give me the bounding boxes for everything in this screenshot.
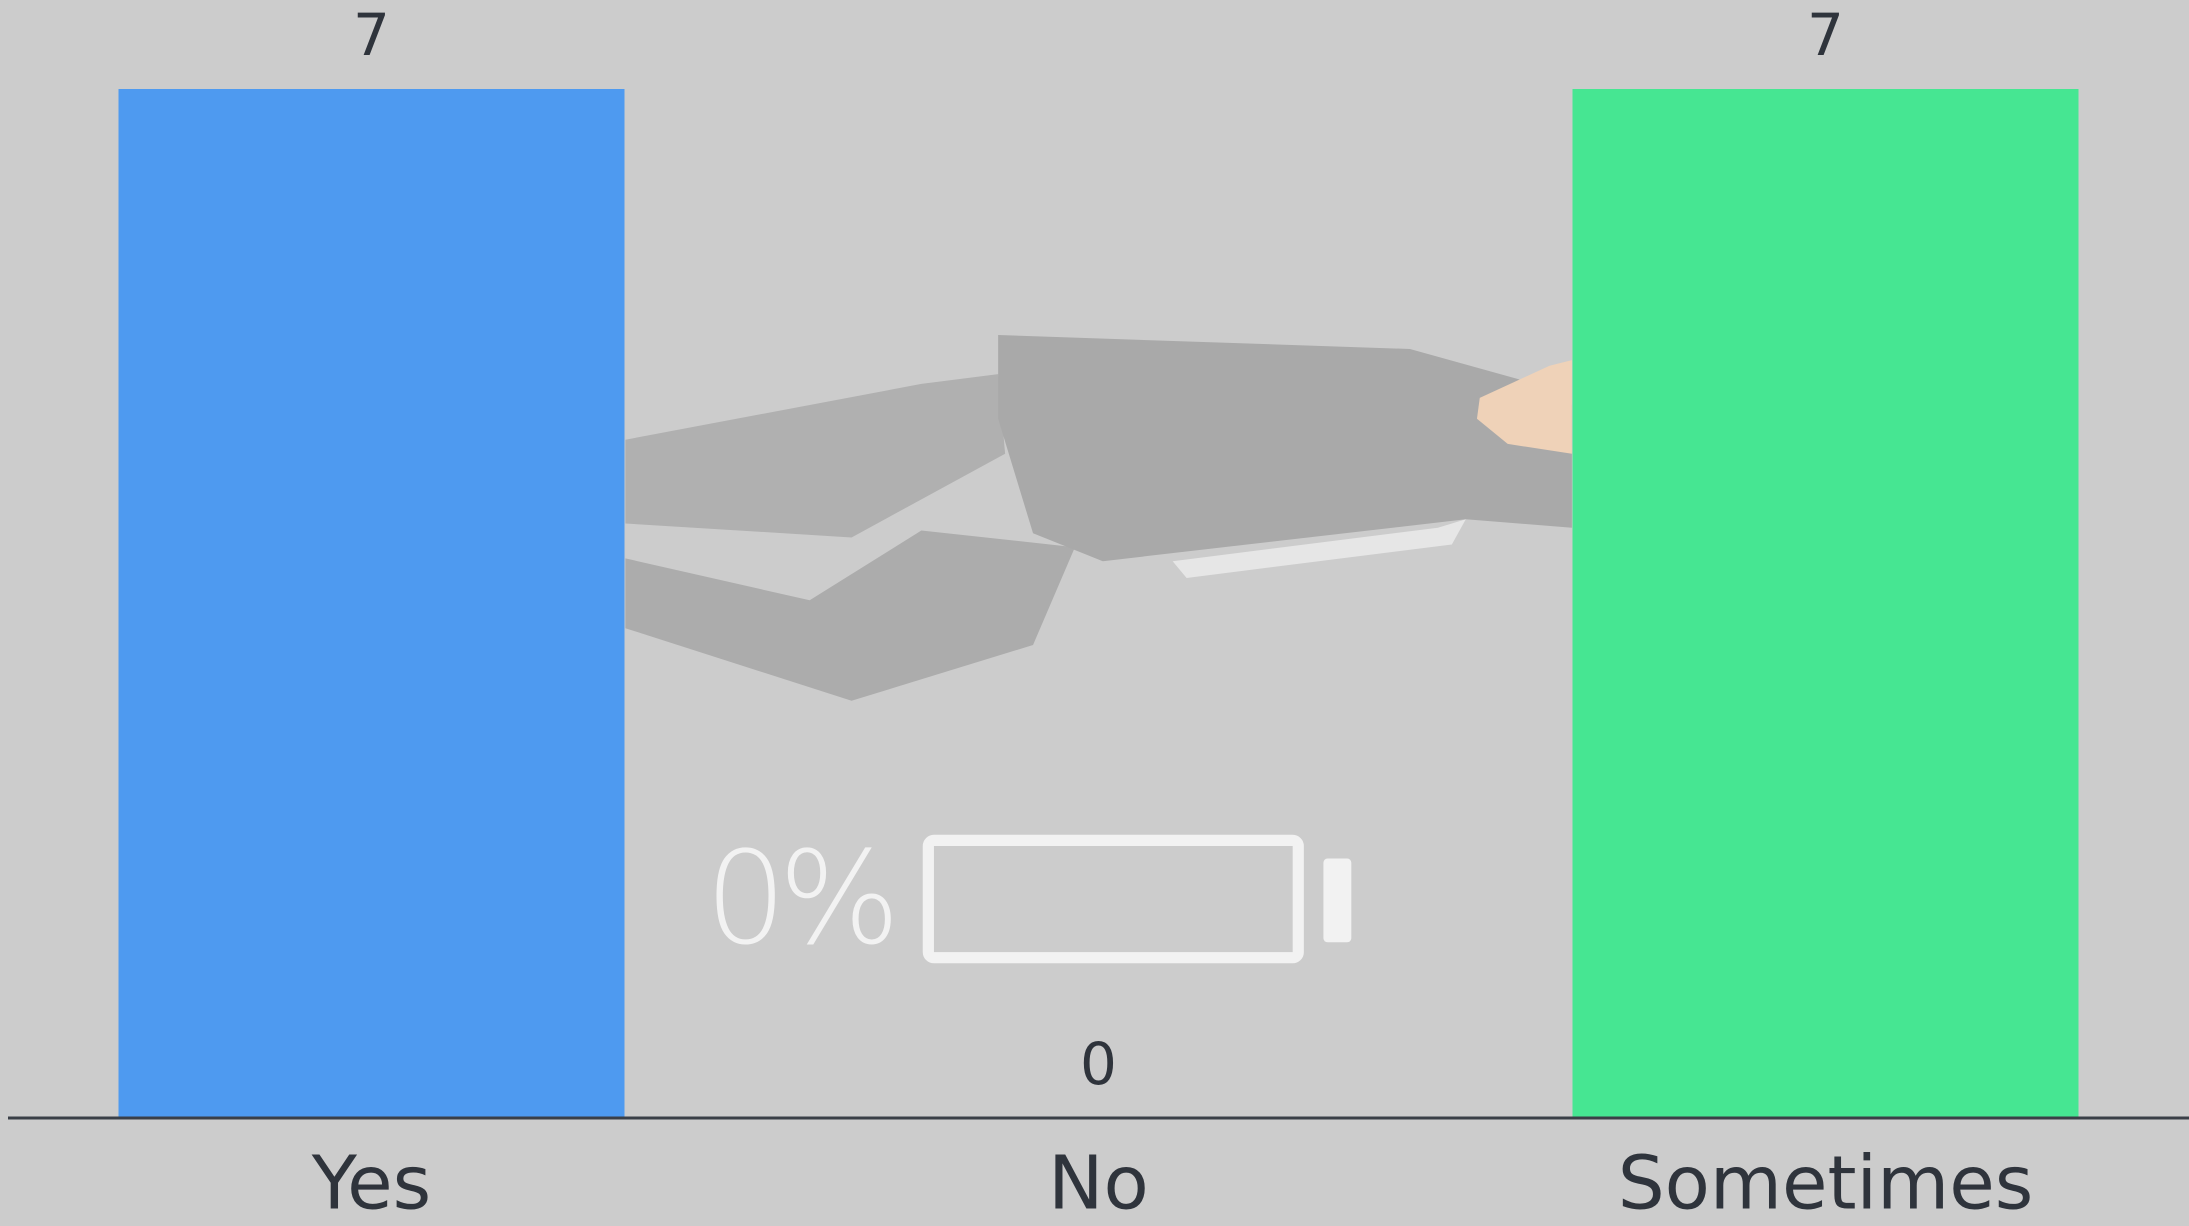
bar (1572, 89, 2079, 1118)
battery-label: 0% (705, 825, 892, 974)
figure-stripe (1172, 519, 1466, 578)
figure-leg (625, 530, 1075, 701)
x-tick-label: Sometimes (1618, 1141, 2034, 1226)
x-tick-label: Yes (311, 1141, 431, 1226)
figure-hand (1476, 360, 1572, 454)
battery (922, 834, 1304, 964)
battery-tip (1323, 858, 1352, 943)
value-label: 0 (1080, 1030, 1117, 1098)
value-label: 7 (1807, 1, 1844, 69)
background-figure: 0% (625, 335, 1572, 974)
value-label: 7 (353, 1, 390, 69)
figure-torso (998, 335, 1572, 562)
figure-leg (625, 374, 1006, 538)
x-tick-label: No (1048, 1141, 1149, 1226)
bar (118, 89, 625, 1118)
